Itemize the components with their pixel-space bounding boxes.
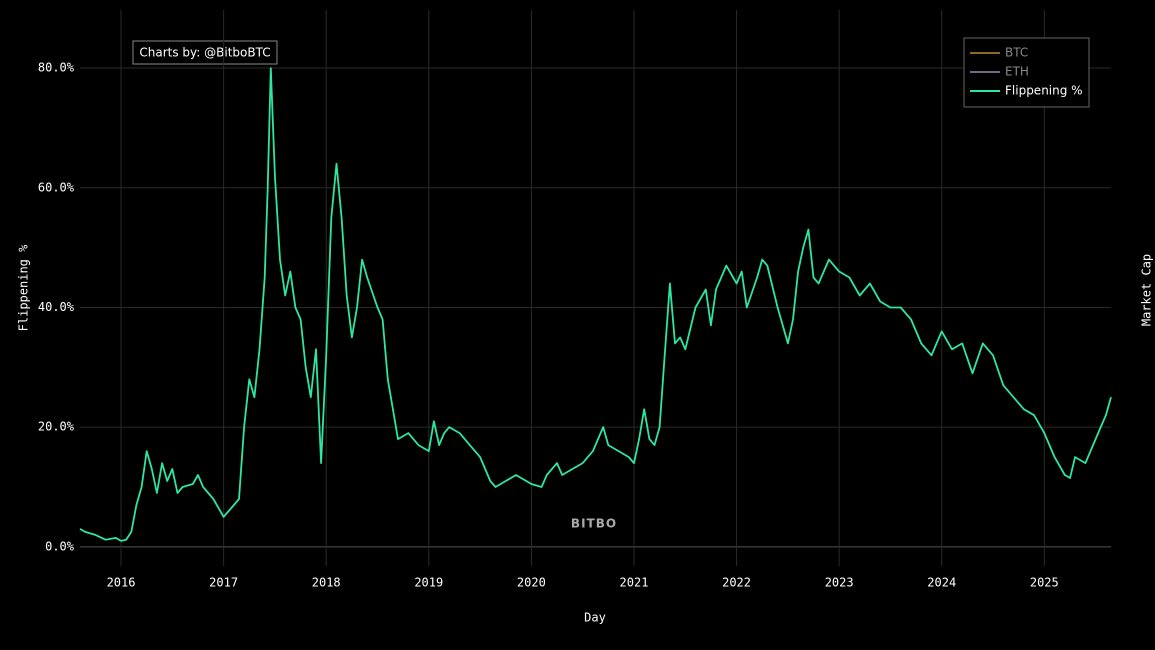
y-tick-label: 0.0% xyxy=(45,539,75,553)
annotation-box xyxy=(132,40,278,65)
x-tick-label: 2023 xyxy=(825,576,854,590)
x-tick-label: 2017 xyxy=(209,576,238,590)
x-tick-label: 2022 xyxy=(722,576,751,590)
x-tick-label: 2025 xyxy=(1030,576,1059,590)
x-tick-label: 2021 xyxy=(620,576,649,590)
x-tick-label: 2019 xyxy=(414,576,443,590)
x-tick-label: 2018 xyxy=(312,576,341,590)
y-tick-label: 40.0% xyxy=(38,300,75,314)
x-tick-label: 2020 xyxy=(517,576,546,590)
x-tick-label: 2024 xyxy=(927,576,956,590)
legend-box xyxy=(963,37,1090,108)
legend-label: Flippening % xyxy=(1005,84,1083,98)
x-axis-label: Day xyxy=(584,611,606,625)
y-axis-label: Flippening % xyxy=(17,244,31,331)
x-tick-label: 2016 xyxy=(107,576,136,590)
y2-axis-label: Market Cap xyxy=(1140,254,1154,326)
data-line xyxy=(79,67,1112,542)
watermark: BITBO xyxy=(571,517,617,531)
y-tick-label: 20.0% xyxy=(38,420,75,434)
legend: BTC ETH Flippening % xyxy=(963,37,1090,108)
y-tick-label: 80.0% xyxy=(38,61,75,75)
y-tick-label: 60.0% xyxy=(38,180,75,194)
legend-label: BTC xyxy=(1005,46,1028,60)
annotation: Charts by: @BitboBTC xyxy=(139,46,270,60)
legend-label: ETH xyxy=(1005,65,1029,79)
